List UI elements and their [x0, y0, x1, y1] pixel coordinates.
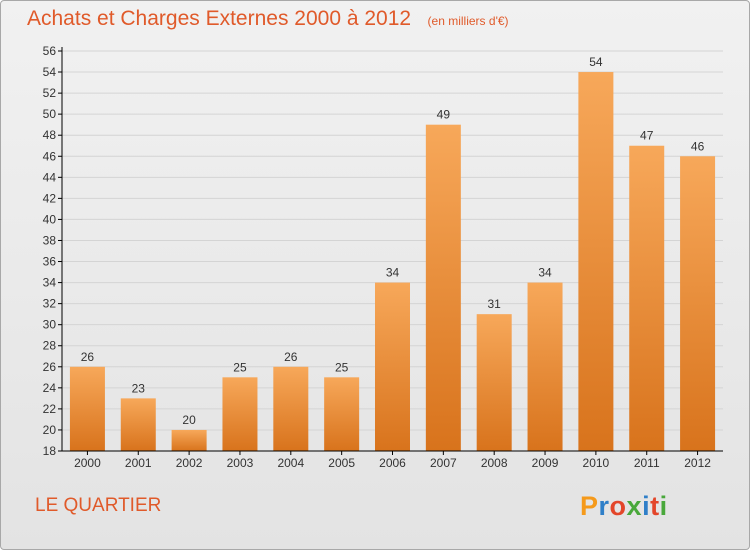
x-tick-label: 2010 — [583, 456, 610, 470]
x-tick-label: 2011 — [634, 456, 660, 470]
logo-letter: i — [642, 491, 650, 522]
y-tick-label: 26 — [43, 360, 57, 374]
x-tick-label: 2003 — [227, 456, 254, 470]
y-tick-label: 46 — [43, 149, 57, 163]
y-tick-label: 22 — [43, 402, 57, 416]
commune-name: LE QUARTIER — [35, 495, 161, 517]
proxiti-logo: Proxiti — [580, 491, 668, 522]
y-tick-label: 44 — [43, 170, 57, 184]
bar — [528, 283, 563, 451]
data-label: 31 — [488, 297, 502, 311]
bar — [578, 72, 613, 451]
logo-letter: x — [627, 491, 643, 522]
chart-frame: Achats et Charges Externes 2000 à 2012 (… — [0, 0, 750, 550]
x-tick-label: 2008 — [481, 456, 508, 470]
data-label: 20 — [182, 413, 196, 427]
x-tick-label: 2002 — [176, 456, 203, 470]
x-tick-label: 2001 — [125, 456, 152, 470]
data-label: 25 — [335, 360, 349, 374]
logo-letter: r — [599, 491, 610, 522]
bar-chart: 18 20 22 24 26 28 30 32 34 36 38 40 42 44 46 48 50 52 54 56… — [1, 1, 749, 549]
y-tick-label: 50 — [43, 107, 57, 121]
x-tick-label: 2006 — [379, 456, 406, 470]
data-label: 34 — [538, 266, 552, 280]
y-tick-label: 48 — [43, 128, 57, 142]
logo-letter: o — [610, 491, 627, 522]
data-label: 54 — [589, 55, 603, 69]
x-tick-label: 2004 — [277, 456, 304, 470]
x-tick-label: 2005 — [328, 456, 355, 470]
y-tick-label: 42 — [43, 191, 57, 205]
bar — [375, 283, 410, 451]
data-label: 23 — [132, 381, 146, 395]
bar — [680, 156, 715, 451]
bar — [222, 377, 257, 451]
y-tick-label: 28 — [43, 339, 57, 353]
y-tick-label: 56 — [43, 44, 57, 58]
bar — [426, 125, 461, 451]
y-tick-label: 30 — [43, 318, 57, 332]
data-label: 46 — [691, 139, 705, 153]
bar — [477, 314, 512, 451]
data-label: 26 — [284, 350, 298, 364]
y-tick-label: 38 — [43, 233, 57, 247]
bar — [121, 398, 156, 451]
y-tick-label: 54 — [43, 65, 57, 79]
data-label: 25 — [233, 360, 247, 374]
logo-letter: i — [660, 491, 668, 522]
data-label: 47 — [640, 129, 654, 143]
bar — [324, 377, 359, 451]
y-tick-label: 32 — [43, 297, 57, 311]
data-label: 34 — [386, 266, 400, 280]
x-tick-label: 2007 — [430, 456, 457, 470]
bar — [70, 367, 105, 451]
bar — [273, 367, 308, 451]
bar — [629, 146, 664, 451]
y-tick-label: 40 — [43, 212, 57, 226]
x-tick-label: 2012 — [684, 456, 711, 470]
y-tick-label: 52 — [43, 86, 57, 100]
bar — [172, 430, 207, 451]
data-label: 49 — [437, 108, 451, 122]
x-tick-label: 2000 — [74, 456, 101, 470]
y-tick-label: 20 — [43, 423, 57, 437]
data-label: 26 — [81, 350, 95, 364]
logo-letter: t — [650, 491, 660, 522]
logo-letter: P — [580, 491, 599, 522]
y-tick-label: 18 — [43, 444, 57, 458]
y-tick-label: 36 — [43, 255, 57, 269]
y-tick-label: 24 — [43, 381, 57, 395]
y-tick-label: 34 — [43, 276, 57, 290]
x-tick-label: 2009 — [532, 456, 559, 470]
